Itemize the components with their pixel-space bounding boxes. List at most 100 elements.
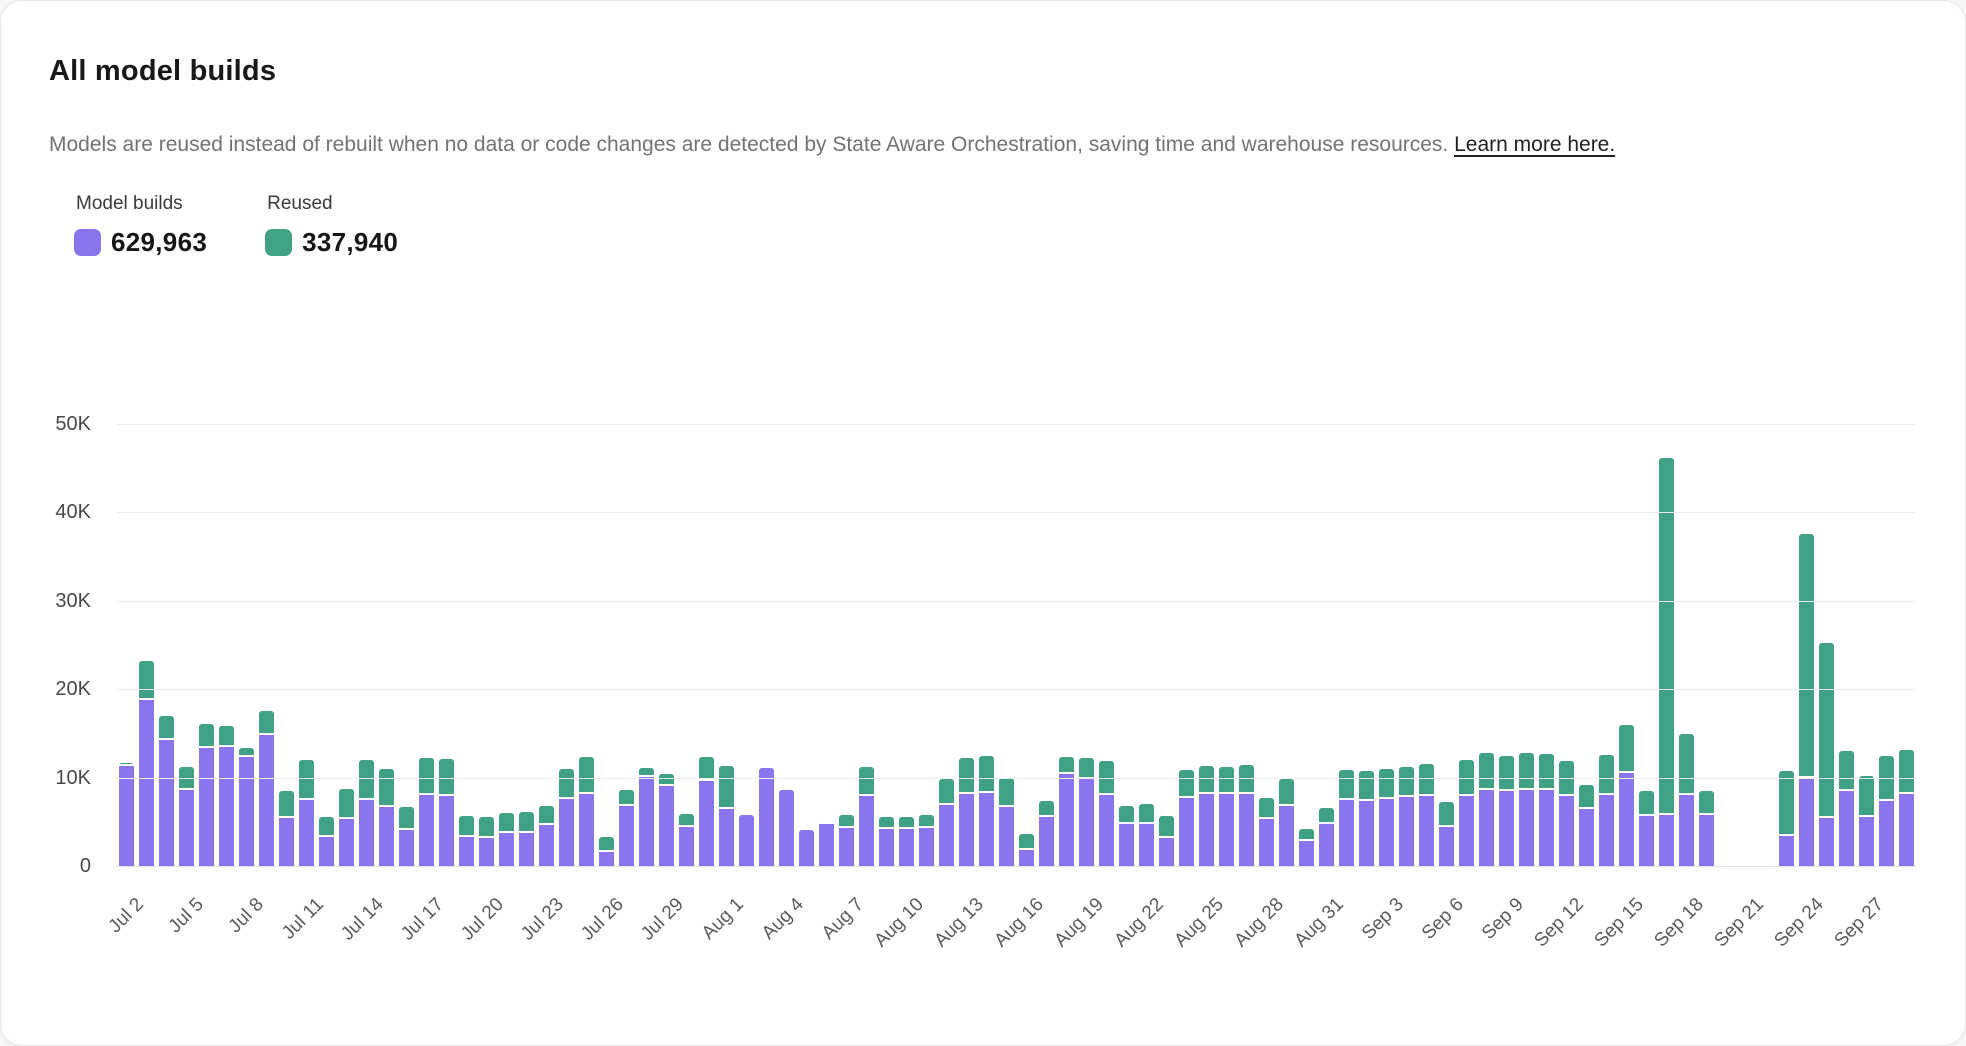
bar-jul-15[interactable]: [378, 768, 394, 866]
bar-sep-13[interactable]: [1578, 784, 1594, 866]
bar-aug-6[interactable]: [818, 821, 834, 866]
bar-sep-28[interactable]: [1878, 756, 1894, 866]
bar-aug-7[interactable]: [838, 814, 854, 866]
bar-aug-3[interactable]: [758, 767, 774, 866]
bar-jul-7[interactable]: [218, 726, 234, 866]
bar-aug-5[interactable]: [798, 829, 814, 866]
bar-jul-10[interactable]: [278, 790, 294, 866]
bar-jul-11[interactable]: [298, 759, 314, 866]
bar-jul-9[interactable]: [258, 711, 274, 866]
bar-sep-14[interactable]: [1598, 754, 1614, 866]
bar-aug-23[interactable]: [1158, 815, 1174, 866]
bar-aug-1[interactable]: [718, 766, 734, 866]
bar-aug-16[interactable]: [1018, 834, 1034, 866]
bar-sep-9[interactable]: [1498, 755, 1514, 866]
bar-jul-6[interactable]: [198, 723, 214, 866]
bar-jul-20[interactable]: [478, 816, 494, 866]
bar-jul-13[interactable]: [338, 789, 354, 866]
bar-sep-29[interactable]: [1898, 750, 1914, 866]
bar-sep-12[interactable]: [1558, 760, 1574, 866]
bar-jul-3[interactable]: [138, 660, 154, 866]
bar-jul-5[interactable]: [178, 767, 194, 866]
bar-slot: [1676, 424, 1696, 866]
bar-aug-9[interactable]: [878, 816, 894, 866]
bar-aug-8[interactable]: [858, 767, 874, 866]
bar-sep-11[interactable]: [1538, 753, 1554, 866]
bar-jul-18[interactable]: [438, 759, 454, 866]
bar-sep-10[interactable]: [1518, 752, 1534, 866]
bar-aug-27[interactable]: [1238, 765, 1254, 866]
bar-jul-29[interactable]: [658, 774, 674, 866]
bar-aug-12[interactable]: [938, 779, 954, 866]
legend-item-reused[interactable]: Reused 337,940: [265, 193, 398, 258]
learn-more-link[interactable]: Learn more here.: [1454, 133, 1616, 156]
reused-segment: [1798, 533, 1814, 779]
bar-jul-26[interactable]: [598, 836, 614, 866]
bar-sep-25[interactable]: [1818, 643, 1834, 866]
x-tick-aug-28: Aug 28: [1230, 894, 1288, 952]
bar-jul-30[interactable]: [678, 813, 694, 866]
bar-sep-5[interactable]: [1418, 764, 1434, 866]
bar-aug-4[interactable]: [778, 789, 794, 866]
bar-jul-17[interactable]: [418, 758, 434, 866]
bar-jul-24[interactable]: [558, 768, 574, 866]
bar-jul-14[interactable]: [358, 759, 374, 866]
bar-aug-18[interactable]: [1058, 757, 1074, 866]
bar-sep-8[interactable]: [1478, 752, 1494, 866]
bar-jul-16[interactable]: [398, 806, 414, 866]
bar-sep-17[interactable]: [1658, 457, 1674, 866]
bar-jul-25[interactable]: [578, 757, 594, 866]
bar-sep-19[interactable]: [1698, 790, 1714, 866]
bar-sep-24[interactable]: [1798, 533, 1814, 866]
bar-aug-10[interactable]: [898, 817, 914, 866]
bar-sep-7[interactable]: [1458, 759, 1474, 866]
bar-jul-28[interactable]: [638, 767, 654, 866]
reused-segment: [418, 758, 434, 796]
bar-jul-21[interactable]: [498, 812, 514, 866]
bar-aug-15[interactable]: [998, 777, 1014, 866]
bar-jul-19[interactable]: [458, 815, 474, 866]
bar-aug-24[interactable]: [1178, 769, 1194, 866]
bar-aug-26[interactable]: [1218, 767, 1234, 866]
bar-sep-23[interactable]: [1778, 771, 1794, 866]
bar-aug-25[interactable]: [1198, 766, 1214, 866]
bar-jul-2[interactable]: [118, 762, 134, 866]
reused-segment: [258, 711, 274, 736]
reused-segment: [678, 813, 694, 828]
bar-aug-22[interactable]: [1138, 804, 1154, 866]
bar-sep-15[interactable]: [1618, 725, 1634, 866]
bar-aug-17[interactable]: [1038, 801, 1054, 866]
bar-slot: [856, 424, 876, 866]
bar-aug-21[interactable]: [1118, 805, 1134, 866]
bar-aug-13[interactable]: [958, 758, 974, 866]
bar-aug-30[interactable]: [1298, 828, 1314, 866]
bar-jul-4[interactable]: [158, 715, 174, 866]
bar-aug-14[interactable]: [978, 756, 994, 866]
reused-segment: [918, 814, 934, 828]
bar-jul-8[interactable]: [238, 747, 254, 866]
bar-jul-31[interactable]: [698, 757, 714, 866]
bar-aug-29[interactable]: [1278, 778, 1294, 866]
bar-aug-2[interactable]: [738, 814, 754, 866]
bar-aug-11[interactable]: [918, 814, 934, 866]
bar-sep-26[interactable]: [1838, 751, 1854, 866]
bar-slot: [1536, 424, 1556, 866]
bar-sep-27[interactable]: [1858, 775, 1874, 866]
bar-sep-4[interactable]: [1398, 767, 1414, 866]
bar-aug-20[interactable]: [1098, 760, 1114, 866]
bar-sep-3[interactable]: [1378, 768, 1394, 866]
bar-sep-1[interactable]: [1338, 769, 1354, 866]
bar-sep-6[interactable]: [1438, 802, 1454, 866]
bar-jul-22[interactable]: [518, 812, 534, 866]
bar-jul-23[interactable]: [538, 805, 554, 866]
bar-sep-18[interactable]: [1678, 734, 1694, 866]
bar-jul-12[interactable]: [318, 816, 334, 866]
bar-aug-19[interactable]: [1078, 758, 1094, 866]
bar-aug-31[interactable]: [1318, 807, 1334, 866]
legend-item-model-builds[interactable]: Model builds 629,963: [74, 193, 207, 258]
bar-aug-28[interactable]: [1258, 797, 1274, 866]
bar-jul-27[interactable]: [618, 789, 634, 866]
reused-segment: [298, 759, 314, 800]
bar-sep-2[interactable]: [1358, 770, 1374, 866]
bar-sep-16[interactable]: [1638, 790, 1654, 866]
